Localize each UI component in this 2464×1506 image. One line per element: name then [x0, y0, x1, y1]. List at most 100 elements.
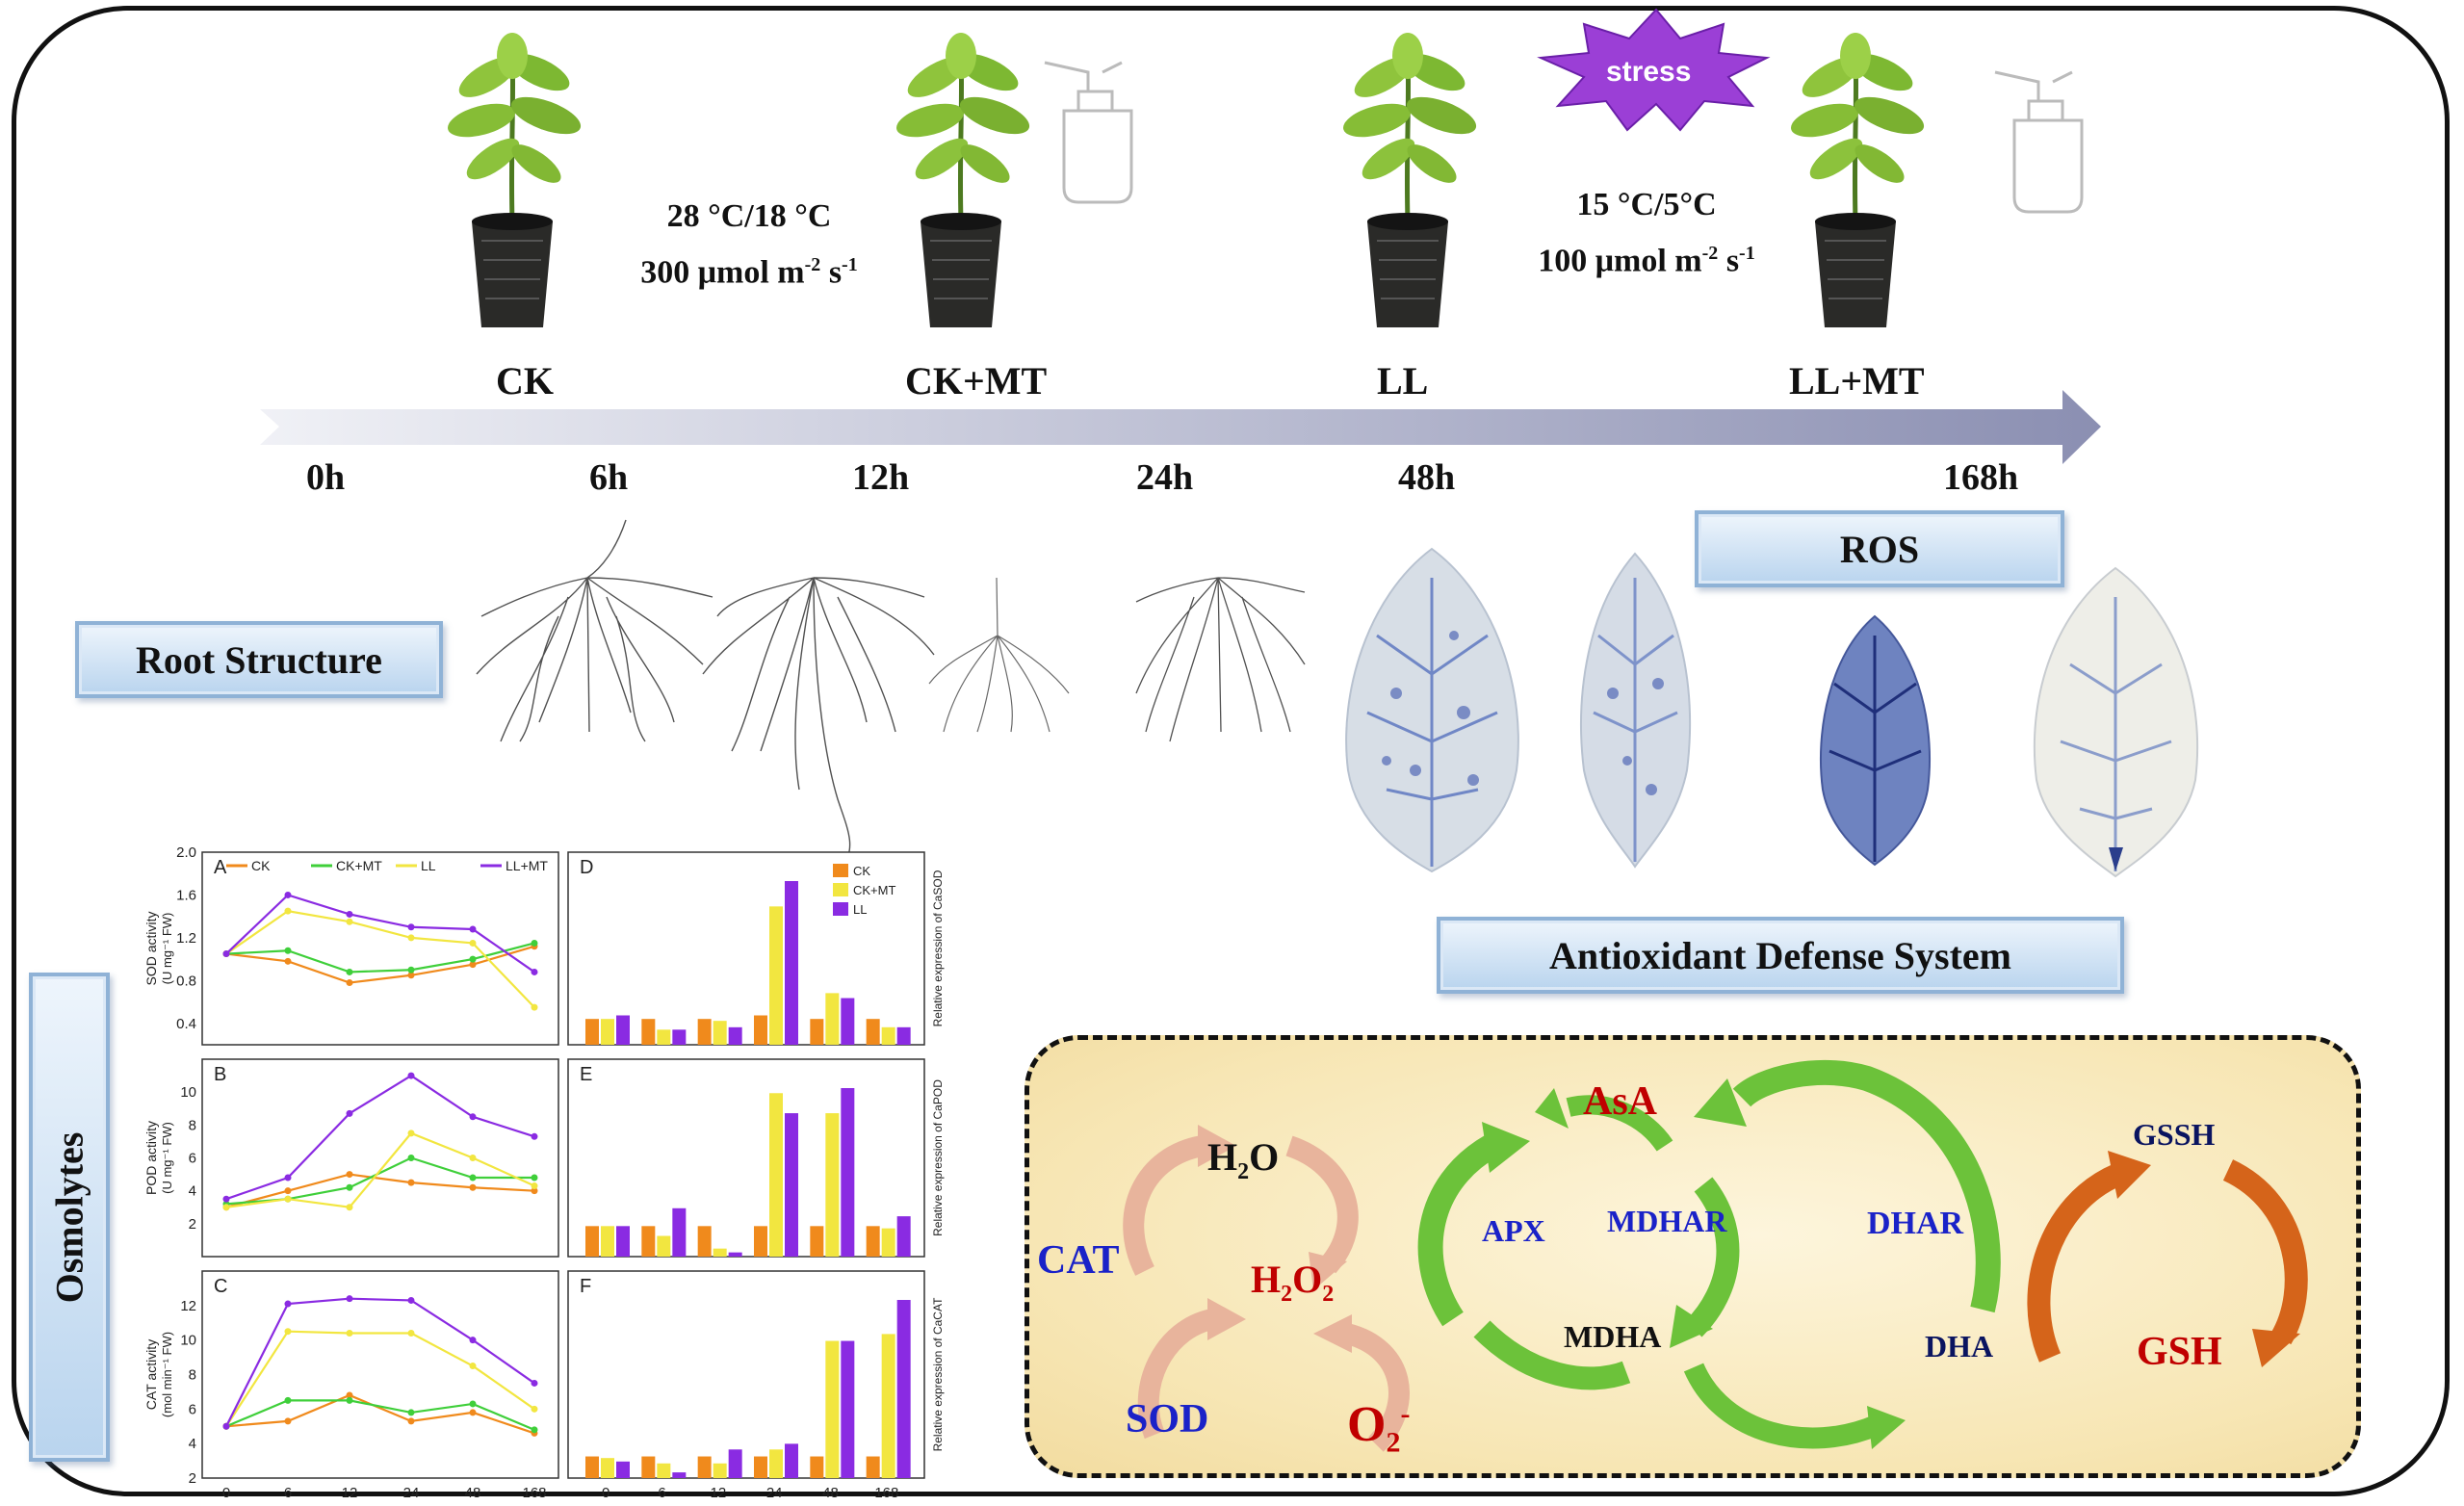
bar: [841, 998, 855, 1045]
data-point: [346, 1109, 353, 1117]
series-line: [225, 942, 535, 974]
bar: [785, 881, 798, 1045]
arrow-head: [1313, 1314, 1352, 1353]
data-point: [469, 939, 477, 947]
data-point: [531, 939, 538, 947]
bar: [713, 1463, 727, 1478]
bar: [825, 993, 840, 1045]
arrow-apx-cycle: [1473, 1320, 1631, 1390]
data-point: [407, 1072, 415, 1079]
data-point: [407, 1179, 415, 1186]
series-line: [225, 945, 535, 984]
arrow-head: [1482, 1122, 1530, 1173]
data-point: [469, 1174, 477, 1181]
arrow-head: [1207, 1298, 1246, 1340]
banner-osmolytes: Osmolytes: [29, 973, 110, 1462]
arrow-head: [1198, 1125, 1236, 1167]
y-tick-label: 4: [189, 1183, 196, 1200]
root-image: [476, 519, 713, 742]
arrow-head: [1309, 1252, 1347, 1290]
label-mdha: MDHA: [1564, 1319, 1662, 1354]
y-tick-label: 0.4: [176, 1016, 196, 1032]
bar: [657, 1463, 671, 1478]
bar: [881, 1228, 895, 1257]
x-tick-label: 6: [658, 1485, 665, 1497]
y-axis-unit: (U mg⁻¹ FW): [160, 913, 174, 985]
data-point: [469, 1337, 477, 1344]
data-point: [346, 1330, 353, 1337]
bar: [657, 1235, 671, 1257]
data-point: [531, 1379, 538, 1387]
y-tick-label: 8: [189, 1117, 196, 1133]
x-tick-label: 0: [222, 1485, 230, 1497]
leaf-image: [2033, 566, 2199, 878]
panel-label: C: [214, 1276, 227, 1297]
root-image: [1135, 577, 1306, 742]
series-line: [225, 1173, 535, 1208]
bar: [601, 1226, 614, 1257]
arrow-head: [2252, 1329, 2300, 1367]
bar: [672, 1207, 687, 1257]
y-axis-label: Relative expression of CaSOD: [931, 870, 945, 1026]
data-point: [469, 925, 477, 933]
data-point: [407, 966, 415, 974]
x-tick-label: 24: [766, 1485, 783, 1497]
banner-osmolytes-label: Osmolytes: [47, 1131, 91, 1303]
chart-frame: [567, 851, 925, 1046]
chart-frame: [567, 1270, 925, 1479]
control-light: 300 μmol m-2 s-1: [640, 254, 858, 291]
time-0h: 0h: [306, 457, 346, 498]
bar: [896, 1026, 911, 1045]
pathway-arrows: [1123, 1059, 2308, 1452]
group-label-ck: CK: [496, 359, 554, 402]
arrow-dhar-cycle: [1683, 1363, 1881, 1449]
panel-label: D: [580, 857, 593, 878]
timeline-arrow: [260, 390, 2101, 464]
series-line: [225, 894, 535, 974]
stress-label: stress: [1606, 56, 1692, 88]
series-line: [225, 1074, 535, 1201]
y-axis-label: SOD activity: [143, 911, 159, 985]
bar: [754, 1456, 767, 1478]
time-24h: 24h: [1136, 457, 1194, 498]
y-axis-unit: (U mg⁻¹ FW): [160, 1122, 174, 1194]
bar: [672, 1472, 687, 1478]
arrow-cat-cycle: [1285, 1135, 1359, 1274]
sprayer-icon: [1993, 70, 2084, 214]
arrow-dhar-cycle: [1732, 1059, 2001, 1313]
arrow-head: [1535, 1088, 1569, 1129]
bar: [754, 1226, 767, 1257]
arrow-mdhar-cycle: [1685, 1177, 1740, 1337]
y-tick-label: 6: [189, 1151, 196, 1167]
y-tick-label: 10: [180, 1333, 196, 1349]
time-168h: 168h: [1943, 457, 2019, 498]
data-point: [346, 1295, 353, 1303]
bar: [896, 1300, 911, 1478]
bar: [769, 1449, 783, 1478]
chart-frame: [567, 1058, 925, 1258]
bar: [841, 1088, 855, 1257]
legend-entry: CK+MT: [336, 858, 382, 873]
data-point: [284, 1328, 292, 1336]
label-dha: DHA: [1925, 1329, 1994, 1363]
arrow-mdhar-cycle: [1566, 1095, 1673, 1152]
arrow-apx-cycle: [1417, 1134, 1498, 1327]
bar: [881, 1334, 895, 1478]
data-point: [407, 1130, 415, 1137]
x-tick-label: 12: [342, 1485, 358, 1497]
x-tick-label: 6: [284, 1485, 292, 1497]
banner-ros: ROS: [1695, 510, 2064, 587]
label-o2: O2-: [1347, 1397, 1411, 1459]
series-line: [225, 1399, 535, 1431]
data-point: [531, 1174, 538, 1181]
legend-swatch: [833, 883, 848, 896]
data-point: [469, 1155, 477, 1161]
bar: [601, 1458, 614, 1478]
bar: [769, 1093, 783, 1257]
legend-entry: CK+MT: [853, 883, 895, 897]
data-point: [346, 1391, 353, 1399]
bar: [641, 1456, 656, 1478]
bar: [810, 1226, 824, 1257]
bar: [866, 1456, 880, 1478]
x-tick-label: 168: [522, 1485, 546, 1497]
